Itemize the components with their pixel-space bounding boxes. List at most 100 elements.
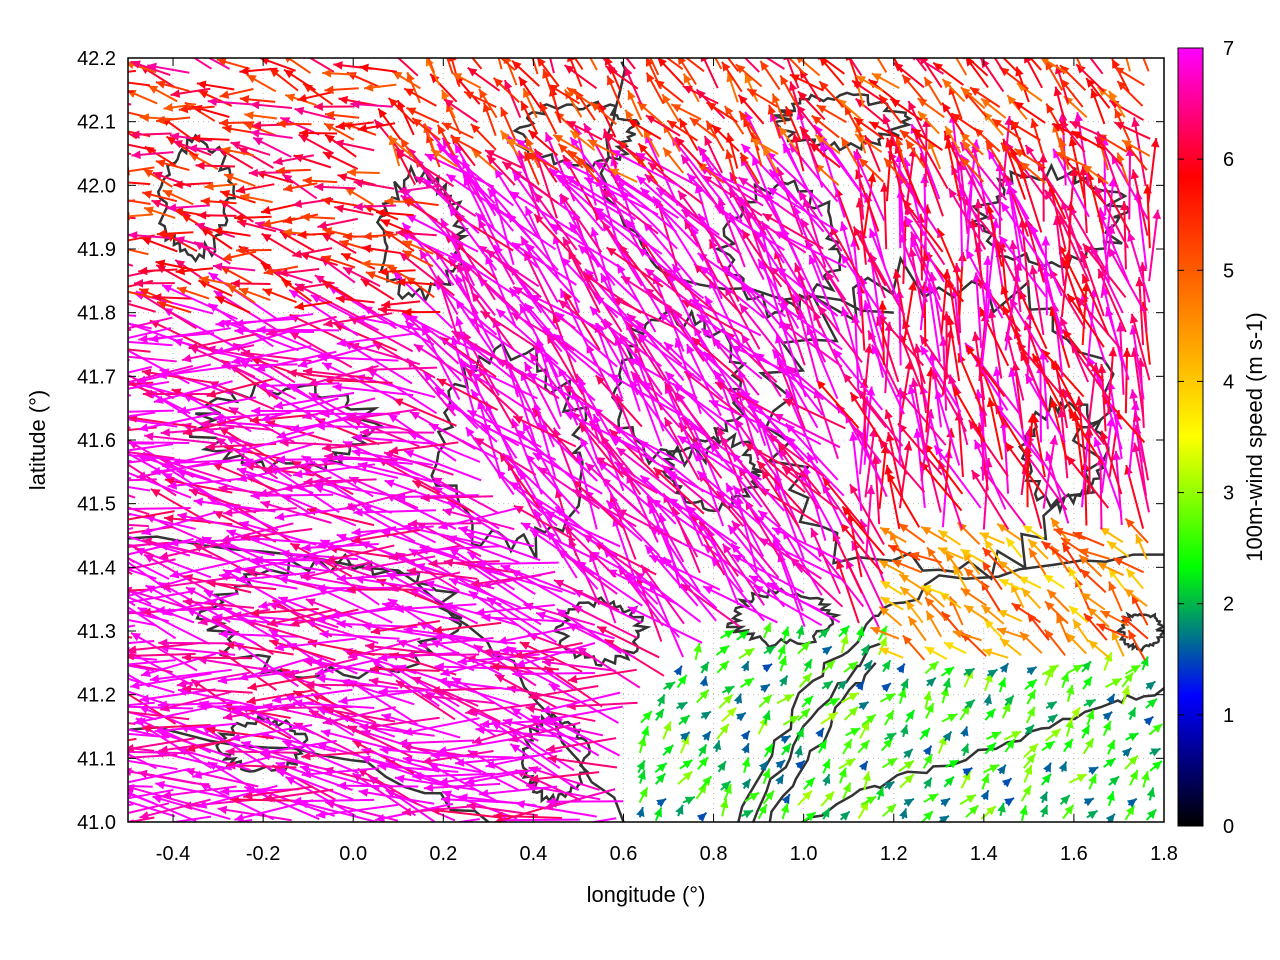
wind-arrow: [983, 763, 1000, 774]
wind-arrow: [128, 788, 174, 800]
wind-arrow-shaft: [282, 740, 359, 774]
wind-arrow: [1126, 797, 1138, 808]
wind-arrow: [697, 756, 709, 771]
wind-arrow-shaft: [546, 800, 624, 803]
wind-arrow-head: [1126, 798, 1137, 808]
contour-line: [430, 342, 588, 560]
wind-arrow-shaft: [128, 802, 170, 815]
wind-arrow-shaft: [453, 817, 480, 822]
wind-arrow-head: [1088, 774, 1097, 785]
wind-arrow: [781, 793, 791, 805]
wind-arrow: [243, 785, 314, 800]
wind-arrow-head: [1087, 810, 1098, 820]
wind-arrow: [1145, 808, 1157, 821]
wind-arrow: [402, 755, 482, 774]
wind-arrow: [720, 780, 732, 791]
wind-arrow-head: [403, 825, 413, 834]
wind-arrow: [820, 790, 835, 807]
wind-arrow-shaft: [1088, 426, 1091, 494]
wind-arrow: [1105, 813, 1116, 822]
wind-arrow: [128, 460, 132, 463]
wind-arrow-shaft: [256, 328, 340, 332]
wind-arrow: [547, 754, 618, 769]
contour-line: [128, 535, 625, 822]
wind-arrow-shaft: [128, 785, 153, 788]
wind-arrow: [923, 792, 939, 803]
wind-arrow: [795, 759, 806, 770]
wind-arrow-head: [57, 575, 67, 584]
wind-arrow-head: [375, 813, 385, 822]
wind-arrow-head: [325, 800, 336, 809]
wind-arrow: [860, 795, 877, 806]
wind-arrow-head: [78, 647, 88, 655]
wind-arrow-head: [95, 668, 105, 676]
wind-arrow: [762, 790, 775, 805]
wind-arrow-head: [64, 713, 73, 722]
wind-arrow: [262, 788, 334, 803]
wind-arrow-head: [821, 807, 830, 818]
wind-arrow: [881, 803, 897, 818]
wind-arrow: [1088, 773, 1097, 790]
wind-arrow-head: [82, 477, 91, 486]
wind-arrow-head: [675, 804, 684, 815]
wind-arrow-head: [100, 610, 109, 619]
wind-arrow-head: [845, 758, 856, 768]
wind-arrow-shaft: [528, 766, 600, 791]
wind-arrow-head: [98, 412, 108, 421]
wind-arrow: [168, 815, 212, 822]
wind-arrow-shaft: [458, 795, 537, 807]
wind-arrow-head: [775, 760, 786, 770]
wind-arrow-head: [981, 773, 990, 784]
wind-arrow-head: [111, 594, 121, 602]
wind-arrow-shaft: [508, 727, 575, 772]
wind-arrow-head: [217, 805, 228, 815]
wind-arrow-shaft: [543, 788, 616, 810]
wind-arrow-head: [282, 740, 293, 749]
wind-arrow-shaft: [184, 768, 259, 788]
wind-arrow-head: [55, 538, 64, 547]
contour-line: [751, 642, 881, 822]
wind-arrow-shaft: [128, 507, 191, 511]
wind-arrow-head: [226, 761, 236, 770]
wind-arrow-shaft: [128, 513, 132, 516]
wind-arrow: [64, 713, 136, 725]
wind-arrow: [959, 793, 977, 806]
wind-arrow-head: [494, 815, 504, 822]
wind-arrow-head: [1125, 805, 1135, 816]
wind-arrow-head: [95, 339, 105, 347]
wind-arrow-head: [758, 761, 768, 771]
wind-arrow: [797, 790, 813, 806]
wind-arrow-shaft: [128, 792, 155, 805]
wind-arrow-head: [57, 331, 67, 340]
wind-arrow-shaft: [128, 527, 134, 531]
wind-arrow: [882, 757, 898, 769]
wind-arrow-head: [717, 761, 726, 772]
wind-arrow: [762, 768, 771, 785]
wind-arrow-head: [115, 456, 125, 465]
wind-arrow: [128, 769, 134, 774]
wind-arrow-head: [117, 687, 127, 695]
wind-arrow-head: [697, 783, 707, 794]
wind-arrow-head: [95, 408, 104, 417]
wind-arrow: [128, 767, 191, 784]
wind-arrow-head: [903, 798, 914, 808]
wind-arrow-head: [423, 783, 434, 793]
wind-arrow-head: [719, 798, 729, 809]
wind-arrow-shaft: [361, 748, 440, 773]
wind-arrow-head: [546, 797, 556, 807]
wind-arrow: [465, 767, 542, 786]
wind-arrow-shaft: [301, 767, 380, 776]
wind-arrow-head: [899, 808, 908, 819]
wind-arrow-head: [702, 776, 712, 786]
wind-arrow-head: [115, 508, 125, 516]
wind-arrow-head: [316, 810, 326, 819]
wind-arrow-shaft: [299, 765, 380, 790]
wind-arrow-head: [292, 796, 302, 806]
wind-arrow: [1129, 769, 1139, 786]
wind-arrow-head: [106, 547, 116, 556]
wind-arrow-head: [547, 754, 557, 764]
wind-arrow: [682, 796, 696, 805]
wind-arrow-head: [441, 795, 451, 804]
wind-arrow: [1039, 804, 1049, 818]
